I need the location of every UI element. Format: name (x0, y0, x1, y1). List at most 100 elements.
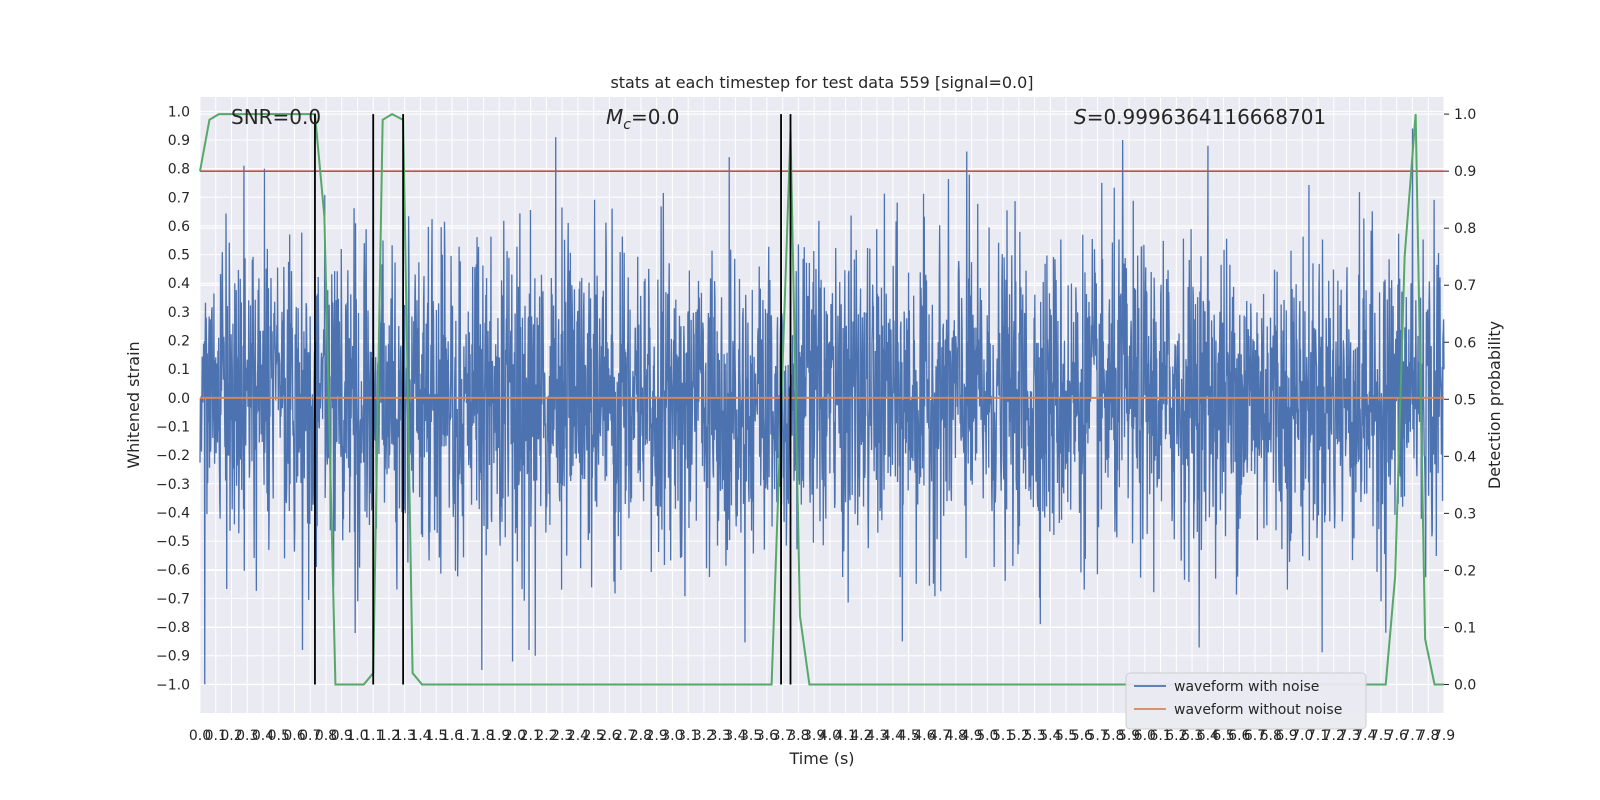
x-tick-label: 6.1 (1149, 728, 1171, 744)
x-tick-label: 5.8 (1102, 728, 1124, 744)
x-tick-label: 6.7 (1244, 728, 1266, 744)
x-tick-label: 0.3 (236, 728, 258, 744)
x-axis-label: Time (s) (788, 749, 854, 768)
y-tick-label: 0.4 (168, 276, 190, 292)
x-tick-label: 4.7 (929, 728, 951, 744)
y-tick-label: −0.8 (156, 620, 190, 636)
s-value: =0.9996364116668701 (1087, 105, 1326, 129)
y2-tick-label: 0.1 (1454, 620, 1476, 636)
x-tick-label: 4.4 (882, 728, 904, 744)
x-tick-label: 3.8 (787, 728, 809, 744)
chart-title: stats at each timestep for test data 559… (610, 73, 1033, 92)
y-tick-label: 1.0 (168, 104, 190, 120)
x-tick-label: 5.2 (1008, 728, 1030, 744)
x-tick-label: 3.1 (677, 728, 699, 744)
y-tick-label: 0.1 (168, 362, 190, 378)
y-tick-label: 0.0 (168, 391, 190, 407)
x-tick-label: 2.5 (583, 728, 605, 744)
y-tick-label: 0.7 (168, 190, 190, 206)
x-tick-label: 2.2 (535, 728, 557, 744)
y-tick-label: 0.9 (168, 133, 190, 149)
legend-label-clean: waveform without noise (1174, 702, 1342, 718)
x-tick-label: 0.1 (205, 728, 227, 744)
x-tick-label: 0.7 (299, 728, 321, 744)
y-tick-label: −0.3 (156, 477, 190, 493)
x-tick-label: 2.0 (504, 728, 526, 744)
x-tick-label: 2.6 (598, 728, 620, 744)
y-tick-label: −0.7 (156, 591, 190, 607)
x-tick-label: 4.6 (913, 728, 935, 744)
x-tick-label: 1.7 (457, 728, 479, 744)
mc-value: =0.0 (631, 105, 680, 129)
y-tick-label: 0.2 (168, 334, 190, 350)
y-tick-label: 0.6 (168, 219, 190, 235)
x-tick-label: 1.9 (488, 728, 510, 744)
x-tick-label: 7.6 (1386, 728, 1408, 744)
y2-tick-label: 0.8 (1454, 221, 1476, 237)
y2-tick-label: 0.2 (1454, 563, 1476, 579)
x-tick-label: 0.9 (331, 728, 353, 744)
x-tick-label: 0.5 (268, 728, 290, 744)
x-tick-label: 4.0 (819, 728, 841, 744)
y2-tick-label: 0.3 (1454, 506, 1476, 522)
y-tick-label: 0.5 (168, 248, 190, 264)
x-tick-label: 3.6 (756, 728, 778, 744)
y-tick-label: −0.4 (156, 505, 190, 521)
tick-labels: 0.00.10.20.30.40.50.60.70.80.91.01.11.21… (156, 104, 1476, 744)
y-tick-label: −0.5 (156, 534, 190, 550)
y2-tick-label: 0.9 (1454, 164, 1476, 180)
x-tick-label: 4.2 (850, 728, 872, 744)
y2-axis-label: Detection probability (1485, 321, 1504, 489)
y-tick-label: −0.2 (156, 448, 190, 464)
x-tick-label: 0.8 (315, 728, 337, 744)
y-tick-label: −0.9 (156, 649, 190, 665)
x-tick-label: 2.3 (551, 728, 573, 744)
x-tick-label: 2.8 (630, 728, 652, 744)
y-tick-label: 0.8 (168, 162, 190, 178)
x-tick-label: 3.4 (724, 728, 746, 744)
x-tick-label: 6.4 (1197, 728, 1219, 744)
x-tick-label: 7.4 (1354, 728, 1376, 744)
x-tick-label: 7.2 (1323, 728, 1345, 744)
x-tick-label: 6.0 (1134, 728, 1156, 744)
x-tick-label: 1.4 (409, 728, 431, 744)
x-tick-label: 4.3 (866, 728, 888, 744)
y2-tick-label: 0.4 (1454, 449, 1476, 465)
x-tick-label: 7.8 (1417, 728, 1439, 744)
y2-tick-label: 0.6 (1454, 335, 1476, 351)
x-tick-label: 6.3 (1181, 728, 1203, 744)
x-tick-label: 7.7 (1401, 728, 1423, 744)
x-tick-label: 1.6 (441, 728, 463, 744)
x-tick-label: 5.5 (1055, 728, 1077, 744)
x-tick-label: 4.1 (834, 728, 856, 744)
y-tick-label: −0.6 (156, 563, 190, 579)
x-tick-label: 2.1 (520, 728, 542, 744)
x-tick-label: 3.7 (772, 728, 794, 744)
x-tick-label: 0.4 (252, 728, 274, 744)
x-tick-label: 1.3 (394, 728, 416, 744)
x-tick-label: 5.9 (1118, 728, 1140, 744)
x-tick-label: 1.0 (346, 728, 368, 744)
x-tick-label: 2.7 (614, 728, 636, 744)
x-tick-label: 7.0 (1291, 728, 1313, 744)
mc-annotation: Mc=0.0 (606, 105, 680, 133)
x-tick-label: 4.5 (897, 728, 919, 744)
legend-label-noise: waveform with noise (1174, 679, 1319, 695)
x-tick-label: 1.5 (425, 728, 447, 744)
s-symbol: S (1074, 105, 1087, 129)
legend-box (1125, 672, 1367, 730)
x-tick-label: 5.4 (1039, 728, 1061, 744)
x-tick-label: 3.3 (709, 728, 731, 744)
x-tick-label: 7.9 (1433, 728, 1455, 744)
y2-tick-label: 0.7 (1454, 278, 1476, 294)
x-tick-label: 7.1 (1307, 728, 1329, 744)
x-tick-label: 5.0 (976, 728, 998, 744)
y2-tick-label: 0.0 (1454, 677, 1476, 693)
x-tick-label: 0.0 (189, 728, 211, 744)
snr-annotation: SNR=0.0 (231, 105, 321, 129)
mc-symbol: M (606, 105, 623, 129)
x-tick-label: 2.4 (567, 728, 589, 744)
x-tick-label: 3.9 (803, 728, 825, 744)
x-tick-label: 6.6 (1228, 728, 1250, 744)
x-tick-label: 7.3 (1338, 728, 1360, 744)
